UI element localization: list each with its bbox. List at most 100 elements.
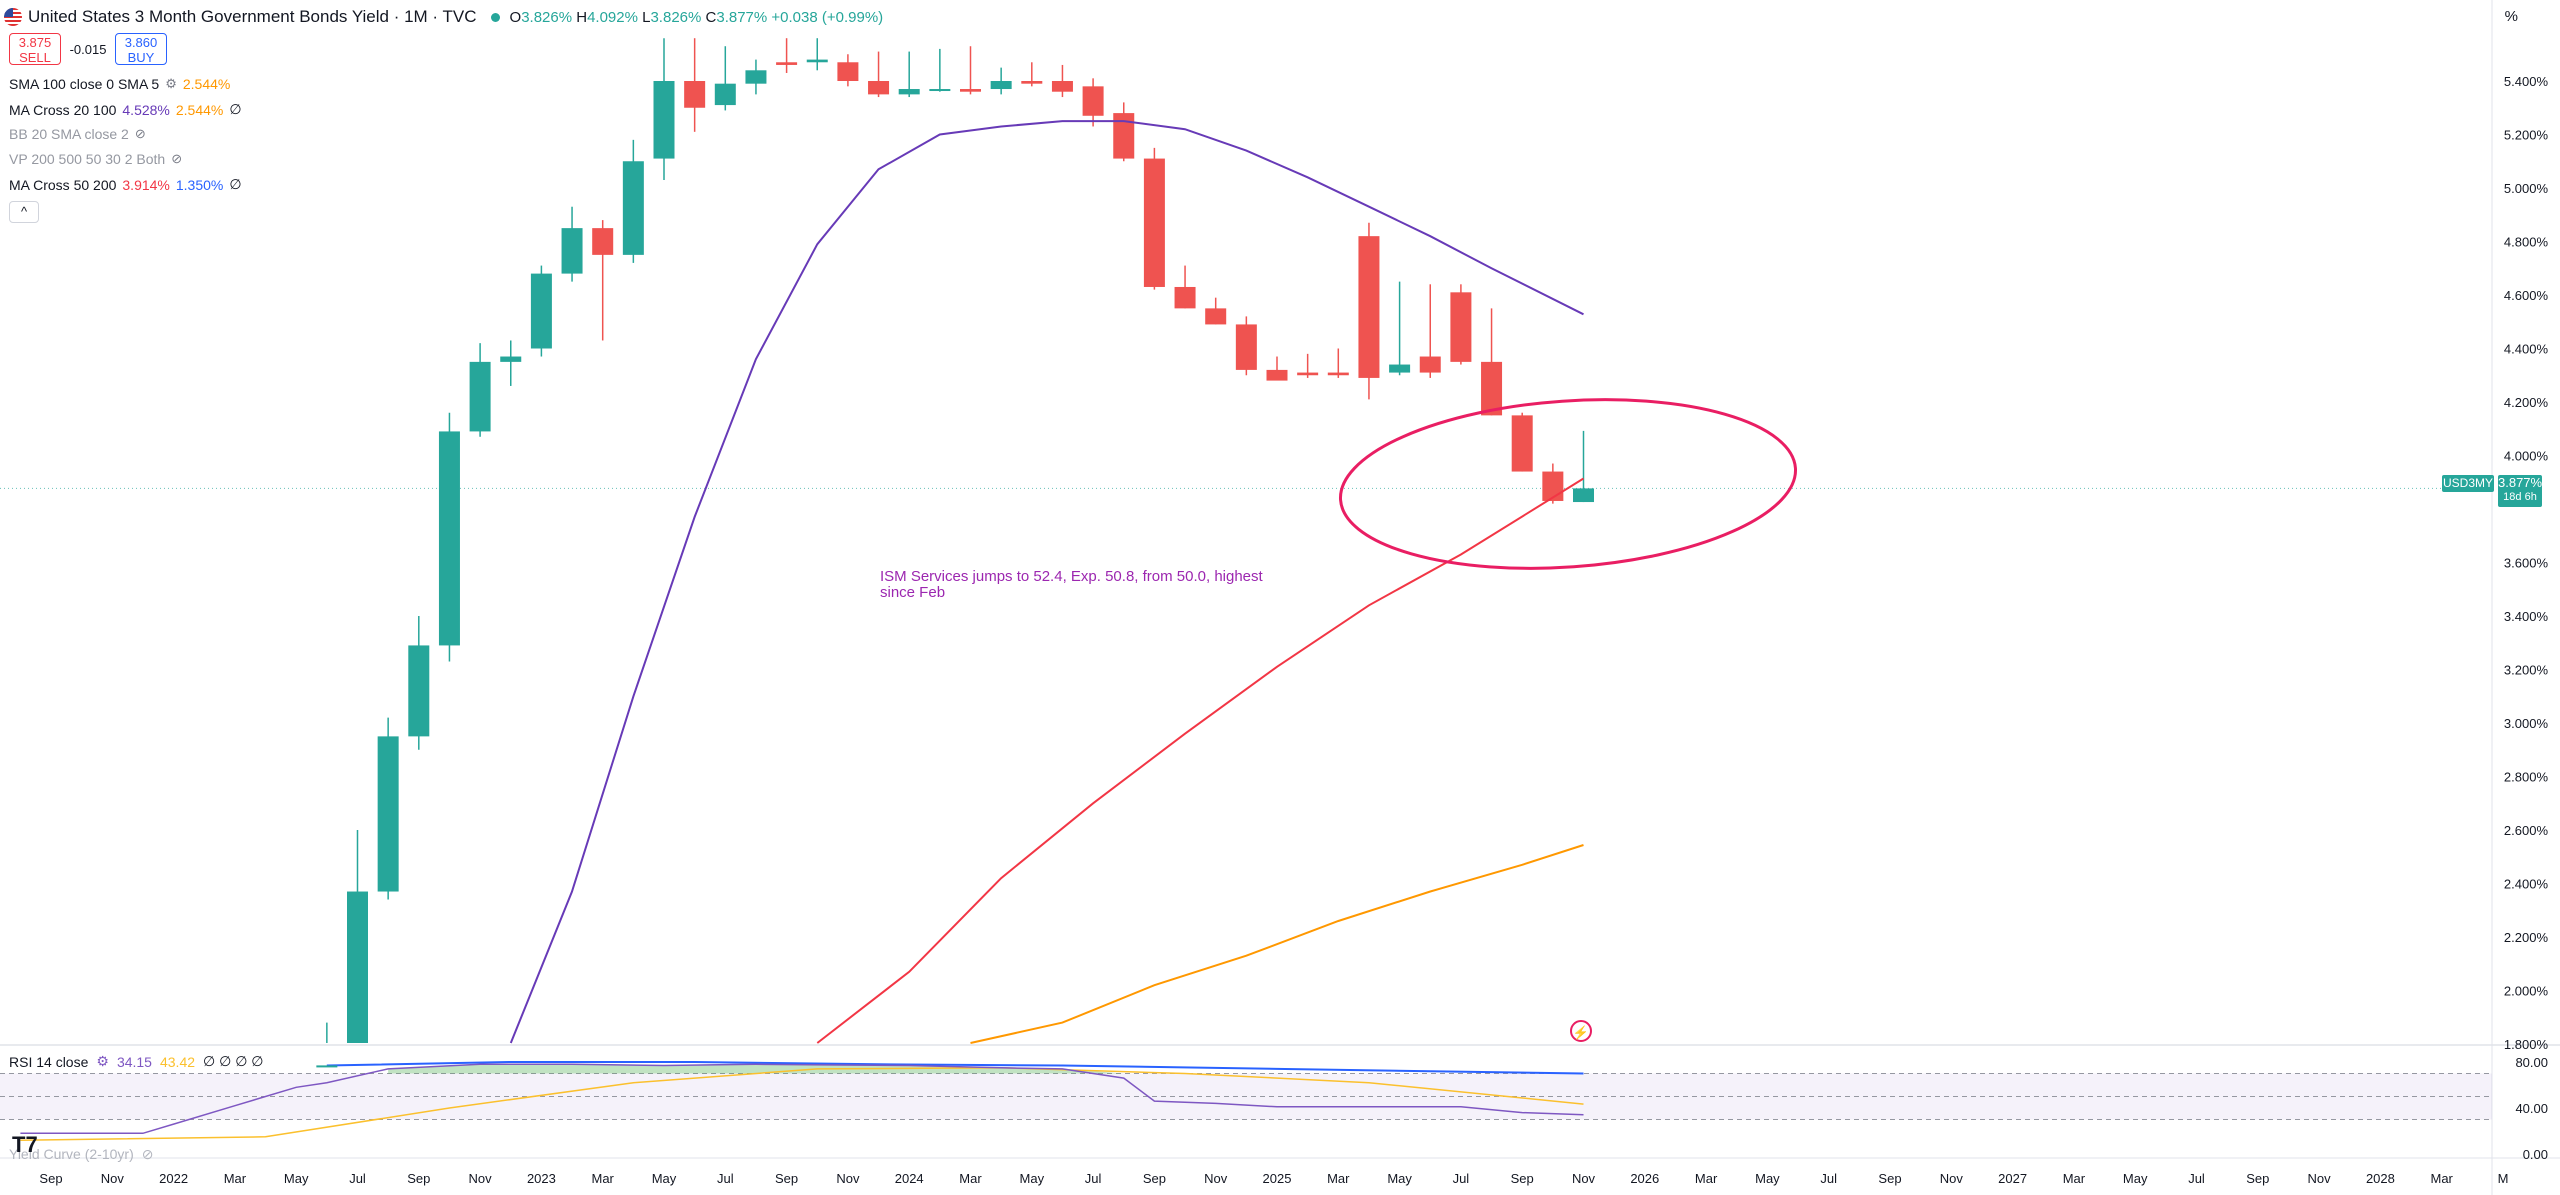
candle bbox=[1021, 62, 1043, 87]
price-tick-label: 2.400% bbox=[2504, 877, 2549, 892]
last-price-tag: USD3MY 3.877% 18d 6h bbox=[2442, 475, 2542, 507]
ohlc-key: C bbox=[705, 8, 717, 26]
time-tick-label: 2025 bbox=[1263, 1171, 1292, 1186]
candle-body bbox=[1143, 158, 1165, 287]
candle-body bbox=[1389, 364, 1411, 373]
candle-body bbox=[960, 89, 981, 92]
trade-panel: 3.875 SELL -0.015 3.860 BUY bbox=[9, 33, 167, 65]
yield-curve-name: Yield Curve (2-10yr) bbox=[9, 1146, 134, 1162]
indicator-value: 3.914% bbox=[122, 176, 170, 193]
price-tick-label: 5.200% bbox=[2504, 128, 2549, 143]
candle-body bbox=[500, 356, 522, 362]
price-tick-label: 4.800% bbox=[2504, 235, 2549, 250]
candle bbox=[1143, 147, 1165, 290]
time-tick-label: Jul bbox=[1820, 1171, 1837, 1186]
rsi-value: 34.15 bbox=[116, 1053, 152, 1070]
time-tick-label: 2027 bbox=[1998, 1171, 2027, 1186]
candle bbox=[684, 38, 706, 132]
eye-hidden-icon[interactable]: ⊘ bbox=[134, 126, 146, 141]
time-tick-label: Nov bbox=[2308, 1171, 2332, 1186]
candle bbox=[653, 38, 675, 180]
price-tick-label: 4.400% bbox=[2504, 342, 2549, 357]
candle-body bbox=[469, 361, 491, 432]
candle bbox=[1419, 284, 1441, 378]
collapse-legend-button[interactable]: ^ bbox=[9, 201, 39, 223]
time-tick-label: 2022 bbox=[159, 1171, 188, 1186]
candle bbox=[1327, 348, 1349, 378]
time-tick-label: 2023 bbox=[527, 1171, 556, 1186]
candles bbox=[316, 38, 1594, 1068]
indicator-value: ∅ bbox=[229, 101, 242, 117]
indicator-name: BB 20 SMA close 2 bbox=[9, 126, 129, 142]
candle-body bbox=[530, 273, 552, 349]
settings-icon[interactable]: ⚙ bbox=[96, 1053, 109, 1069]
time-tick-label: May bbox=[1755, 1171, 1780, 1186]
time-tick-label: Nov bbox=[469, 1171, 493, 1186]
time-tick-label: May bbox=[652, 1171, 677, 1186]
indicator-row[interactable]: BB 20 SMA close 2 ⊘ bbox=[9, 126, 146, 142]
time-axis: Sep Nov 2022 Mar May Jul Sep Nov 2023 Mar May Jul Se… bbox=[39, 1171, 2508, 1186]
rsi-pane bbox=[0, 1061, 2492, 1141]
candle-body bbox=[1358, 236, 1380, 378]
candle bbox=[1051, 64, 1073, 98]
indicator-row[interactable]: VP 200 500 50 30 2 Both ⊘ bbox=[9, 151, 182, 167]
candle-body bbox=[684, 81, 706, 108]
candle-body bbox=[622, 161, 644, 255]
candle bbox=[868, 51, 890, 98]
time-tick-label: Mar bbox=[224, 1171, 247, 1186]
time-tick-label: Jul bbox=[349, 1171, 366, 1186]
indicator-row[interactable]: MA Cross 50 200 3.914% 1.350% ∅ bbox=[9, 176, 242, 193]
ohlc-key: H bbox=[576, 8, 588, 26]
time-tick-label: Sep bbox=[407, 1171, 430, 1186]
candle bbox=[500, 340, 522, 386]
chart-header: United States 3 Month Government Bonds Y… bbox=[4, 4, 883, 30]
candle bbox=[1235, 316, 1257, 376]
time-tick-label: 2026 bbox=[1630, 1171, 1659, 1186]
indicator-row[interactable]: SMA 100 close 0 SMA 5 ⚙ 2.544% bbox=[9, 76, 230, 92]
candle-body bbox=[898, 89, 920, 95]
price-tick-label: 2.800% bbox=[2504, 770, 2549, 785]
time-tick-label: Mar bbox=[959, 1171, 982, 1186]
candle bbox=[408, 616, 430, 750]
price-tag-value: 3.877% 18d 6h bbox=[2498, 475, 2542, 507]
eye-hidden-icon[interactable]: ⊘ bbox=[171, 151, 183, 166]
candle bbox=[1573, 430, 1594, 503]
spread-value: -0.015 bbox=[69, 41, 107, 57]
ohlc-value: 4.092% bbox=[587, 8, 643, 26]
time-tick-label: Sep bbox=[1878, 1171, 1901, 1186]
price-tick-label: 3.400% bbox=[2504, 609, 2549, 624]
lightning-icon[interactable]: ⚡ bbox=[1570, 1020, 1592, 1042]
time-tick-label: Sep bbox=[1143, 1171, 1166, 1186]
buy-button[interactable]: 3.860 BUY bbox=[115, 33, 167, 65]
rsi-ma-line bbox=[20, 1067, 1584, 1141]
eye-hidden-icon[interactable]: ⊘ bbox=[141, 1146, 154, 1162]
rsi-ma-value: 43.42 bbox=[159, 1053, 196, 1070]
candle-body bbox=[1266, 369, 1288, 381]
sell-button[interactable]: 3.875 SELL bbox=[9, 33, 61, 65]
annotation-circle bbox=[1338, 398, 1798, 570]
indicator-row[interactable]: MA Cross 20 100 4.528% 2.544% ∅ bbox=[9, 101, 242, 118]
candle bbox=[776, 38, 798, 73]
candle bbox=[622, 139, 644, 263]
time-tick-label: Mar bbox=[2431, 1171, 2454, 1186]
candle bbox=[806, 38, 828, 71]
candle-body bbox=[1051, 81, 1073, 92]
settings-icon[interactable]: ⚙ bbox=[165, 76, 177, 91]
rsi-name: RSI 14 close bbox=[9, 1053, 89, 1070]
candle-body bbox=[377, 736, 399, 892]
candle bbox=[1174, 265, 1196, 309]
symbol-title[interactable]: United States 3 Month Government Bonds Y… bbox=[28, 7, 477, 26]
candle-body bbox=[1573, 488, 1594, 503]
price-tick-label: 2.200% bbox=[2504, 930, 2549, 945]
time-tick-label: Sep bbox=[2246, 1171, 2269, 1186]
candle-body bbox=[837, 62, 859, 81]
candle bbox=[898, 51, 920, 98]
market-status-dot-icon bbox=[490, 12, 500, 22]
time-tick-label: Mar bbox=[1695, 1171, 1718, 1186]
time-tick-label: Nov bbox=[1204, 1171, 1228, 1186]
indicator-name: SMA 100 close 0 SMA 5 bbox=[9, 76, 160, 92]
price-tick-label: 4.000% bbox=[2504, 449, 2549, 464]
time-tick-label: Jul bbox=[1085, 1171, 1102, 1186]
candle bbox=[1450, 284, 1472, 365]
